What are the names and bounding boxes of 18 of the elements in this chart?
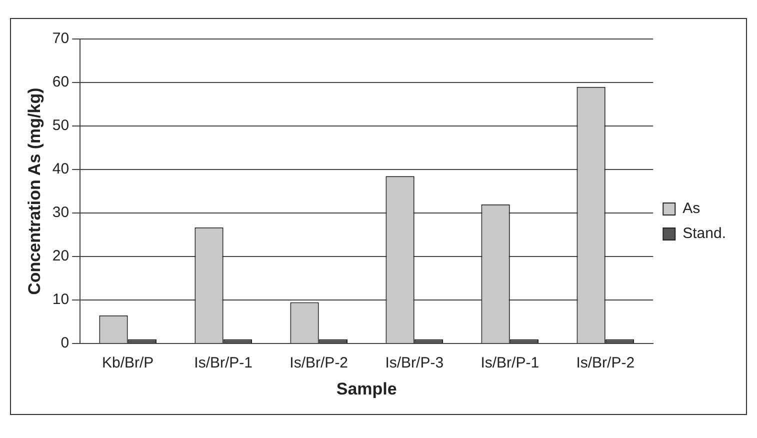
y-tick-label: 60 <box>52 74 70 91</box>
x-tick-label: Is/Br/P-3 <box>385 354 444 372</box>
x-axis-title: Sample <box>336 379 397 398</box>
y-tick-label: 30 <box>52 204 70 222</box>
y-tick-label: 10 <box>52 291 70 308</box>
y-tick-label: 40 <box>52 160 70 178</box>
x-tick-label: Is/Br/P-1 <box>194 354 253 372</box>
y-tick-label: 50 <box>52 117 70 134</box>
legend-label: Stand. <box>682 225 726 242</box>
y-tick-label: 0 <box>60 334 70 352</box>
x-tick-label: Is/Br/P-2 <box>576 354 635 372</box>
y-axis-title: Concentration As (mg/kg) <box>24 88 44 295</box>
y-tick-label: 20 <box>52 248 70 265</box>
y-tick-label: 70 <box>52 30 70 48</box>
x-tick-label: Is/Br/P-2 <box>290 354 348 372</box>
legend-label: As <box>682 200 700 218</box>
x-tick-label: Kb/Br/P <box>102 354 154 372</box>
x-tick-label: Is/Br/P-1 <box>480 354 540 372</box>
